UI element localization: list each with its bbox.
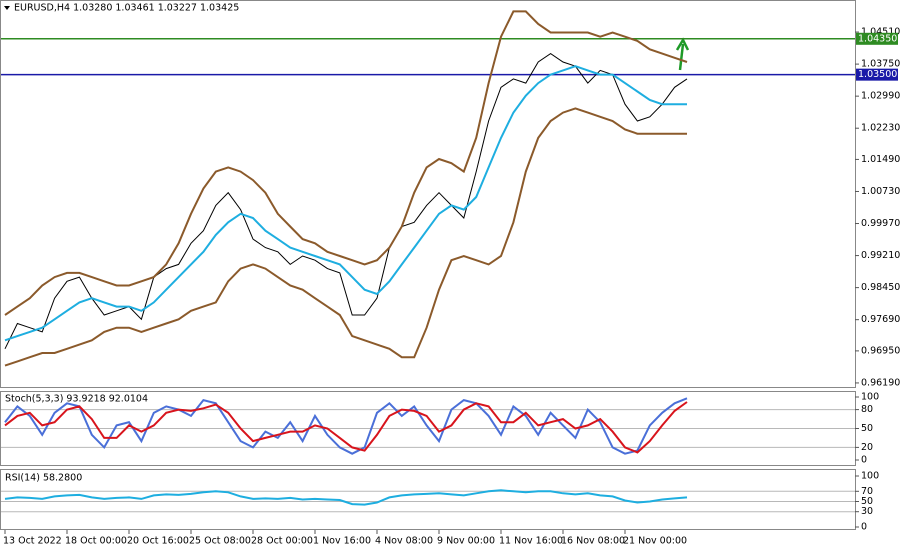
menu-triangle bbox=[4, 6, 10, 10]
level-label: 1.04350 bbox=[858, 33, 897, 44]
series-line bbox=[4, 65, 687, 342]
y-tick-label: 0 bbox=[861, 455, 867, 466]
y-tick-label: 50 bbox=[861, 423, 873, 434]
y-tick-label: 0 bbox=[861, 522, 867, 533]
panel-title: EURUSD,H4 1.03280 1.03461 1.03227 1.0342… bbox=[14, 3, 239, 14]
y-tick-label: 0.96190 bbox=[861, 377, 900, 388]
y-tick-label: 1.02990 bbox=[861, 91, 900, 102]
panel-title: RSI(14) 58.2800 bbox=[5, 473, 82, 484]
x-tick-label: 25 Oct 08:00 bbox=[189, 536, 251, 547]
level-box bbox=[856, 32, 898, 45]
y-tick-label: 100 bbox=[861, 392, 879, 403]
y-tick-label: 20 bbox=[861, 442, 873, 453]
y-tick-label: 80 bbox=[861, 404, 873, 415]
x-tick-label: 13 Oct 2022 bbox=[3, 536, 62, 547]
series-line bbox=[4, 489, 688, 506]
series-line bbox=[4, 401, 688, 454]
panel-title: Stoch(5,3,3) 93.9218 92.0104 bbox=[5, 394, 148, 405]
x-tick-label: 16 Nov 08:00 bbox=[561, 536, 625, 547]
series-line bbox=[4, 397, 688, 455]
rsi-panel bbox=[0, 469, 856, 530]
y-tick-label: 0.97690 bbox=[861, 314, 900, 325]
series-line bbox=[4, 52, 688, 350]
y-tick-label: 1.04510 bbox=[861, 27, 900, 38]
y-tick-label: 70 bbox=[861, 486, 873, 497]
series-line bbox=[4, 107, 687, 367]
y-tick-label: 0.99970 bbox=[861, 218, 900, 229]
series-line bbox=[4, 10, 688, 316]
x-tick-label: 1 Nov 16:00 bbox=[313, 536, 371, 547]
arrow bbox=[675, 37, 690, 71]
level-label: 1.03500 bbox=[858, 69, 897, 80]
x-tick-label: 9 Nov 00:00 bbox=[437, 536, 495, 547]
y-tick-label: 0.98450 bbox=[861, 282, 900, 293]
x-tick-label: 28 Oct 00:00 bbox=[251, 536, 313, 547]
x-tick-label: 18 Oct 00:00 bbox=[65, 536, 127, 547]
y-tick-label: 30 bbox=[861, 506, 873, 517]
x-tick-label: 21 Nov 00:00 bbox=[623, 536, 687, 547]
x-tick-label: 4 Nov 08:00 bbox=[375, 536, 433, 547]
level-box bbox=[856, 68, 898, 81]
price-panel bbox=[0, 0, 856, 388]
y-tick-label: 0.99210 bbox=[861, 250, 900, 261]
y-tick-label: 1.01490 bbox=[861, 154, 900, 165]
y-tick-label: 0.96950 bbox=[861, 345, 900, 356]
y-tick-label: 50 bbox=[861, 496, 873, 507]
x-tick-label: 11 Nov 16:00 bbox=[499, 536, 563, 547]
y-tick-label: 100 bbox=[861, 471, 879, 482]
x-tick-label: 20 Oct 16:00 bbox=[127, 536, 189, 547]
y-tick-label: 1.02230 bbox=[861, 123, 900, 134]
y-tick-label: 1.00730 bbox=[861, 186, 900, 197]
y-tick-label: 1.03750 bbox=[861, 59, 900, 70]
